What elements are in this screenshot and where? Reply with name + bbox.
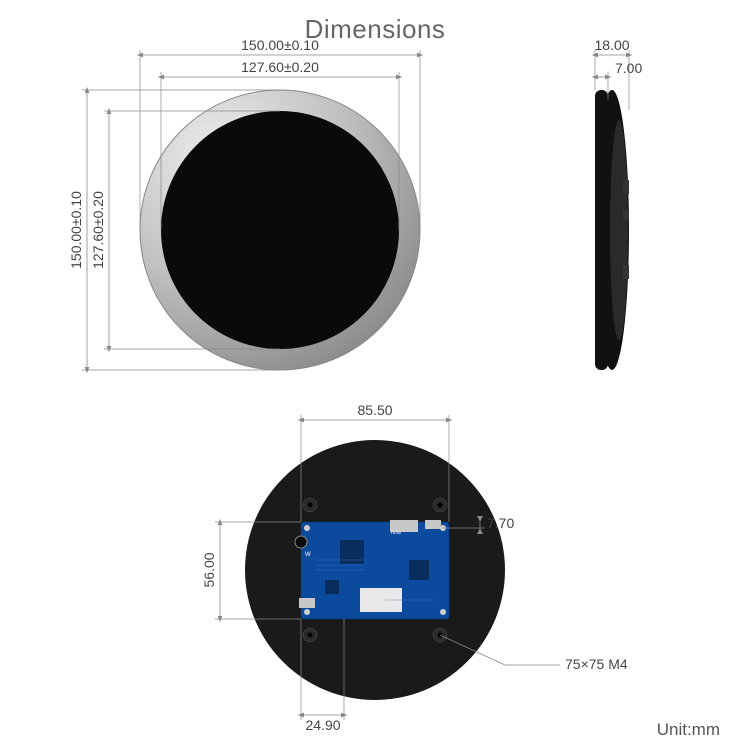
audio-jack xyxy=(295,536,307,548)
side-view: 18.00 7.00 xyxy=(594,37,642,370)
dim-mounting: 75×75 M4 xyxy=(565,656,628,672)
dim-inner-height: 127.60±0.20 xyxy=(90,191,106,269)
dim-outer-height: 150.00±0.10 xyxy=(68,191,84,269)
dim-side-screen: 7.00 xyxy=(615,60,642,76)
back-view: W HDMI 85.50 7.70 56.00 24.90 xyxy=(201,402,628,733)
dim-hole-y: 7.70 xyxy=(487,515,514,531)
side-port-3 xyxy=(623,265,629,279)
dim-side-thickness: 18.00 xyxy=(594,37,629,53)
unit-label: Unit:mm xyxy=(657,720,720,740)
usb-port-left xyxy=(299,598,315,608)
side-screen-plate xyxy=(595,90,608,370)
side-port-2 xyxy=(623,210,629,220)
dim-pcb-width: 85.50 xyxy=(357,402,392,418)
chip-1 xyxy=(340,540,364,564)
diagram-canvas: 150.00±0.10 127.60±0.20 150.00±0.10 127.… xyxy=(0,0,750,750)
chip-3 xyxy=(325,580,339,594)
dim-outer-width: 150.00±0.10 xyxy=(241,37,319,53)
dim-inner-width: 127.60±0.20 xyxy=(241,59,319,75)
dim-pcb-height: 56.00 xyxy=(201,552,217,587)
usb-port-top xyxy=(425,520,441,529)
chip-2 xyxy=(409,560,429,580)
front-view: 150.00±0.10 127.60±0.20 150.00±0.10 127.… xyxy=(68,37,420,370)
pcb-logo-text: W xyxy=(305,552,311,558)
dim-hole-x: 24.90 xyxy=(305,717,340,733)
pcb-hdmi-label: HDMI xyxy=(391,530,401,535)
front-screen xyxy=(161,111,399,349)
pcb: W HDMI xyxy=(295,520,449,619)
side-port-1 xyxy=(623,180,629,194)
side-back-detail xyxy=(610,120,628,340)
